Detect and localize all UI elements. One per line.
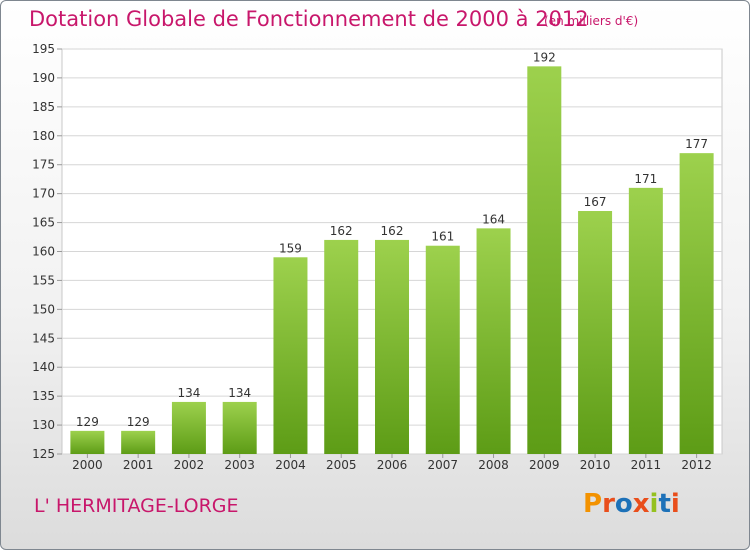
y-tick-label: 165 (32, 216, 55, 230)
x-tick-label: 2009 (529, 458, 560, 472)
logo-letter: t (658, 489, 671, 519)
bar-2002 (171, 401, 206, 454)
bar-value-label: 134 (177, 386, 200, 400)
bar-value-label: 159 (279, 241, 302, 255)
y-tick-label: 135 (32, 389, 55, 403)
x-tick-label: 2005 (326, 458, 357, 472)
bar-value-label: 134 (228, 386, 251, 400)
bar-2004 (273, 257, 308, 454)
x-tick-label: 2002 (174, 458, 205, 472)
bar-value-label: 129 (127, 415, 150, 429)
y-tick-label: 140 (32, 360, 55, 374)
y-tick-label: 170 (32, 187, 55, 201)
bar-2006 (375, 239, 409, 454)
bar-value-label: 129 (76, 415, 99, 429)
x-tick-label: 2011 (631, 458, 662, 472)
y-tick-label: 185 (32, 100, 55, 114)
logo-letter: i (670, 489, 680, 519)
y-tick-label: 130 (32, 418, 55, 432)
bar-value-label: 162 (381, 224, 404, 238)
y-tick-label: 195 (32, 42, 55, 56)
bar-value-label: 161 (431, 230, 454, 244)
logo-letter: o (614, 489, 633, 519)
y-tick-label: 175 (32, 158, 55, 172)
y-tick-label: 145 (32, 331, 55, 345)
y-tick-label: 125 (32, 447, 55, 461)
proxiti-logo: Proxiti (583, 489, 680, 519)
x-tick-label: 2008 (478, 458, 509, 472)
bar-value-label: 177 (685, 137, 708, 151)
x-tick-label: 2000 (72, 458, 103, 472)
logo-letter: P (583, 489, 603, 519)
x-tick-label: 2006 (377, 458, 408, 472)
bar-2007 (425, 245, 460, 454)
x-tick-label: 2007 (427, 458, 458, 472)
bar-value-label: 164 (482, 212, 505, 226)
bar-2012 (679, 153, 714, 454)
bar-2000 (70, 430, 105, 454)
bar-2008 (476, 228, 511, 454)
commune-name: L' HERMITAGE-LORGE (34, 495, 239, 517)
logo-letter: i (649, 489, 659, 519)
x-tick-label: 2010 (580, 458, 611, 472)
x-tick-label: 2012 (681, 458, 712, 472)
bar-value-label: 167 (584, 195, 607, 209)
y-tick-label: 155 (32, 273, 55, 287)
y-tick-label: 150 (32, 302, 55, 316)
chart-subtitle: (en milliers d'€) (544, 14, 639, 28)
bar-value-label: 162 (330, 224, 353, 238)
x-tick-label: 2003 (224, 458, 255, 472)
x-tick-label: 2001 (123, 458, 154, 472)
y-tick-label: 180 (32, 129, 55, 143)
bar-2010 (578, 211, 613, 454)
bar-value-label: 192 (533, 50, 556, 64)
logo-letter: r (602, 489, 615, 519)
logo-letter: x (632, 489, 650, 519)
bar-2001 (121, 430, 156, 454)
bar-2009 (527, 66, 562, 454)
x-tick-label: 2004 (275, 458, 306, 472)
bar-2005 (324, 239, 359, 454)
bar-2011 (628, 187, 663, 454)
bar-2003 (222, 401, 257, 454)
y-tick-label: 160 (32, 245, 55, 259)
bar-value-label: 171 (634, 172, 657, 186)
y-tick-label: 190 (32, 71, 55, 85)
chart-title: Dotation Globale de Fonctionnement de 20… (29, 7, 589, 31)
